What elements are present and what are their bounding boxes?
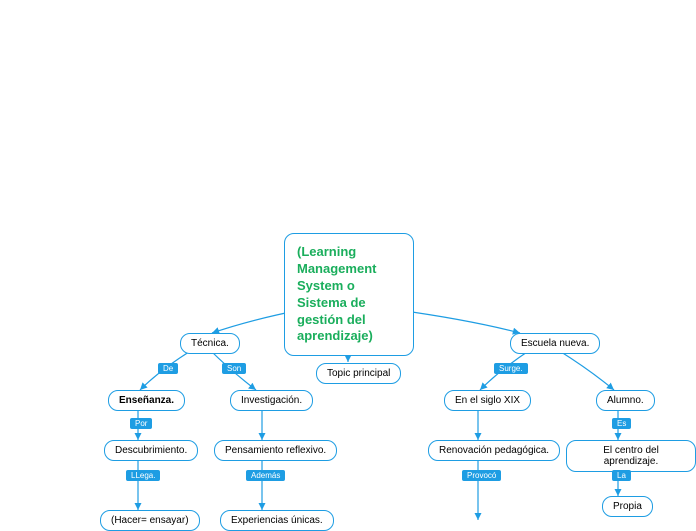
edge-label-text: Surge.: [499, 364, 523, 373]
node-label: Enseñanza.: [119, 395, 174, 406]
node-label: Topic principal: [327, 368, 390, 379]
node-topic: Topic principal: [316, 363, 401, 384]
node-centro: El centro del aprendizaje.: [566, 440, 696, 472]
node-siglo: En el siglo XIX: [444, 390, 531, 411]
node-pensamiento: Pensamiento reflexivo.: [214, 440, 337, 461]
edge-label-text: Es: [617, 419, 626, 428]
edge-label-text: Por: [135, 419, 147, 428]
edge-label-la: La: [612, 470, 631, 481]
edge-label-provoco: Provocó: [462, 470, 501, 481]
edge-label-text: LLega.: [131, 471, 155, 480]
node-label: (Hacer= ensayar): [111, 515, 189, 526]
node-tecnica: Técnica.: [180, 333, 240, 354]
node-descubrimiento: Descubrimiento.: [104, 440, 198, 461]
edge-label-text: Son: [227, 364, 241, 373]
edge-label-de: De: [158, 363, 178, 374]
node-label: El centro del aprendizaje.: [603, 445, 659, 467]
node-label: Propia: [613, 501, 642, 512]
node-label: Alumno.: [607, 395, 644, 406]
node-label: Descubrimiento.: [115, 445, 187, 456]
node-label: Investigación.: [241, 395, 302, 406]
node-experiencias: Experiencias únicas.: [220, 510, 334, 531]
node-ensenanza: Enseñanza.: [108, 390, 185, 411]
root-node: (Learning Management System o Sistema de…: [284, 233, 414, 356]
node-propia: Propia: [602, 496, 653, 517]
edge-label-text: Además: [251, 471, 280, 480]
edge-label-por: Por: [130, 418, 152, 429]
edge-label-llega: LLega.: [126, 470, 160, 481]
edge-label-es: Es: [612, 418, 631, 429]
node-label: Experiencias únicas.: [231, 515, 323, 526]
node-investigacion: Investigación.: [230, 390, 313, 411]
node-escuela: Escuela nueva.: [510, 333, 600, 354]
node-alumno: Alumno.: [596, 390, 655, 411]
root-text: (Learning Management System o Sistema de…: [297, 244, 376, 343]
edge-label-text: La: [617, 471, 626, 480]
node-label: Técnica.: [191, 338, 229, 349]
node-label: Renovación pedagógica.: [439, 445, 549, 456]
node-renovacion: Renovación pedagógica.: [428, 440, 560, 461]
node-hacer: (Hacer= ensayar): [100, 510, 200, 531]
edge-label-text: De: [163, 364, 173, 373]
edge-label-surge: Surge.: [494, 363, 528, 374]
node-label: Escuela nueva.: [521, 338, 589, 349]
edge-label-son: Son: [222, 363, 246, 374]
edge-label-ademas: Además: [246, 470, 285, 481]
node-label: Pensamiento reflexivo.: [225, 445, 326, 456]
node-label: En el siglo XIX: [455, 395, 520, 406]
edge-label-text: Provocó: [467, 471, 496, 480]
